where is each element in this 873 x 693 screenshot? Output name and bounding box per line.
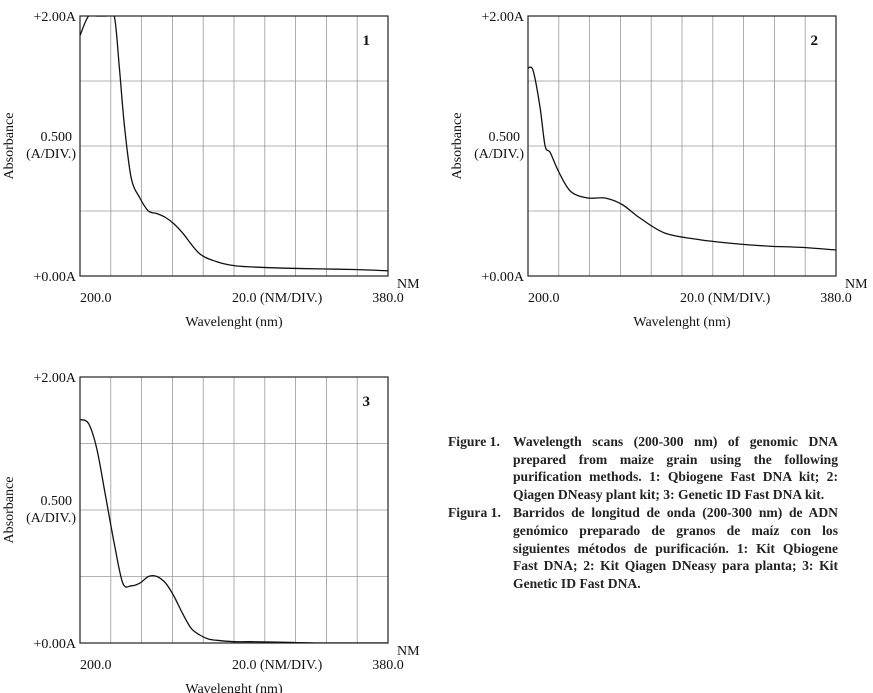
y-tick-label: +0.00A (33, 637, 76, 652)
y-tick-label: +0.00A (481, 270, 524, 285)
y-tick-label: 0.500 (41, 130, 73, 145)
chart-panel-2: 2 +2.00A 0.500 (A/DIV.) +0.00A Absorbance 200.… (450, 10, 868, 330)
x-unit-label: NM (845, 277, 868, 292)
y-tick-label: +0.00A (33, 270, 76, 285)
x-axis-title: Wavelenght (nm) (185, 315, 283, 330)
caption-spanish-text: Barridos de longitud de onda (200-300 nm… (513, 505, 838, 591)
panel-number-label: 1 (363, 33, 371, 49)
panel-number-label: 2 (811, 33, 819, 49)
chart-panel-3: 3 +2.00A 0.500 (A/DIV.) +0.00A Absorbance 200.… (2, 371, 420, 693)
x-tick-label: 380.0 (372, 658, 404, 673)
caption-english-label: Figure 1. (448, 434, 500, 449)
x-tick-label: 200.0 (80, 291, 112, 306)
caption-english-text: Wavelength scans (200-300 nm) of genomic… (513, 434, 838, 502)
x-tick-label: 380.0 (372, 291, 404, 306)
y-scale-label: (A/DIV.) (474, 147, 524, 162)
x-tick-label: 20.0 (NM/DIV.) (232, 658, 323, 673)
plot-frame (79, 376, 389, 644)
caption-spanish: Figura 1. Barridos de longitud de onda (… (448, 504, 838, 592)
x-tick-label: 200.0 (528, 291, 560, 306)
absorbance-series-line (80, 418, 388, 643)
absorbance-series-line (528, 66, 836, 251)
x-tick-label: 20.0 (NM/DIV.) (232, 291, 323, 306)
x-unit-label: NM (397, 277, 420, 292)
figure-caption: Figure 1. Wavelength scans (200-300 nm) … (448, 433, 838, 593)
caption-english: Figure 1. Wavelength scans (200-300 nm) … (448, 433, 838, 503)
x-unit-label: NM (397, 644, 420, 659)
y-axis-title: Absorbance (450, 113, 465, 180)
y-tick-label: 0.500 (489, 130, 521, 145)
plot-frame (79, 15, 389, 277)
chart-panel-1: 1 +2.00A 0.500 (A/DIV.) +0.00A Absorbance 200.… (2, 10, 420, 330)
y-tick-label: +2.00A (481, 10, 524, 25)
y-tick-label: +2.00A (33, 371, 76, 386)
y-axis-title: Absorbance (2, 477, 17, 544)
y-tick-label: +2.00A (33, 10, 76, 25)
x-tick-label: 380.0 (820, 291, 852, 306)
y-scale-label: (A/DIV.) (26, 511, 76, 526)
y-tick-label: 0.500 (41, 494, 73, 509)
absorbance-series-line (80, 16, 388, 272)
x-axis-title: Wavelenght (nm) (633, 315, 731, 330)
panel-number-label: 3 (363, 394, 371, 410)
y-scale-label: (A/DIV.) (26, 147, 76, 162)
caption-spanish-label: Figura 1. (448, 505, 501, 521)
x-axis-title: Wavelenght (nm) (185, 682, 283, 693)
plot-frame (527, 15, 837, 277)
x-tick-label: 200.0 (80, 658, 112, 673)
x-tick-label: 20.0 (NM/DIV.) (680, 291, 771, 306)
y-axis-title: Absorbance (2, 113, 17, 180)
